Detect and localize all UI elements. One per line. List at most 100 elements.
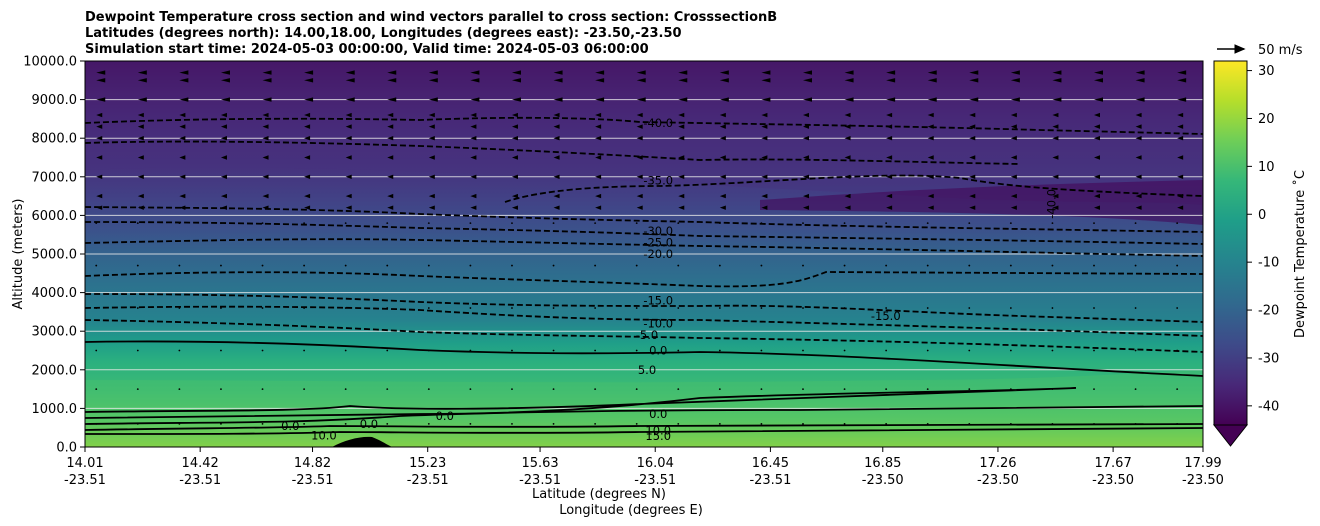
wind-vector <box>345 155 352 160</box>
wind-vector <box>344 388 347 390</box>
wind-vector <box>511 388 513 390</box>
wind-vector <box>636 78 646 83</box>
contour-label: 0.0 <box>649 407 667 421</box>
contour-label: -40.0 <box>1045 189 1059 219</box>
wind-vector <box>1177 97 1187 102</box>
wind-vector <box>926 222 929 225</box>
wind-vector <box>844 97 854 102</box>
wind-vector <box>96 97 106 102</box>
wind-vector <box>927 155 934 160</box>
wind-vector <box>553 136 560 141</box>
contour-label: -20.0 <box>643 247 673 261</box>
wind-vector <box>552 388 555 390</box>
wind-vector <box>427 388 430 390</box>
wind-vector <box>760 349 763 352</box>
wind-vector <box>220 349 222 352</box>
wind-vector <box>926 264 929 267</box>
contour-line-dashed <box>85 140 1021 165</box>
wind-vector <box>844 78 854 83</box>
wind-vector <box>678 78 688 83</box>
wind-vector <box>470 70 480 75</box>
contour-line-dashed <box>85 206 1203 233</box>
wind-vector <box>636 174 643 179</box>
contour-line-dashed <box>85 271 1203 288</box>
wind-vector <box>178 388 181 390</box>
x-tick-label-lat: 16.04 <box>637 456 674 471</box>
wind-vector <box>136 388 139 390</box>
x-tick-label-lat: 15.63 <box>521 456 558 471</box>
wind-vector <box>345 112 352 118</box>
wind-vector <box>304 97 314 102</box>
wind-vector <box>885 222 888 225</box>
wind-vector <box>886 112 893 118</box>
contour-label: 0.0 <box>436 409 454 423</box>
wind-vector <box>220 193 227 199</box>
colorbar-tick-label: -30 <box>1258 351 1279 366</box>
wind-vector <box>220 70 230 75</box>
wind-vector <box>761 193 768 199</box>
wind-vector <box>761 136 768 141</box>
wind-vector <box>1135 174 1142 179</box>
wind-vector <box>844 205 851 210</box>
wind-vector <box>677 264 680 267</box>
x-tick-label-lon: -23.50 <box>1092 473 1134 488</box>
wind-vector <box>96 155 103 160</box>
colorbar-body <box>1213 60 1248 426</box>
x-tick-label-lon: -23.51 <box>519 473 561 488</box>
wind-vector <box>678 205 685 210</box>
wind-vector <box>719 174 726 179</box>
x-tick-label-lat: 17.67 <box>1095 456 1132 471</box>
wind-vector <box>926 349 929 352</box>
wind-vector <box>220 97 230 102</box>
wind-vector <box>1051 264 1054 267</box>
wind-vector <box>969 193 976 199</box>
wind-vector <box>96 70 106 75</box>
wind-vector <box>427 422 430 425</box>
wind-vector <box>719 97 729 102</box>
wind-vector <box>552 307 555 309</box>
wind-vector <box>595 70 605 75</box>
wind-vector <box>387 193 394 199</box>
y-tick-label: 0.0 <box>56 441 77 456</box>
wind-vector <box>137 174 144 179</box>
wind-vector <box>969 78 979 83</box>
wind-vector <box>179 193 186 199</box>
wind-vector <box>636 193 643 199</box>
wind-vector <box>1176 307 1179 309</box>
terrain <box>332 436 392 447</box>
wind-vector <box>719 78 729 83</box>
wind-vector <box>345 193 352 199</box>
wind-vector <box>178 264 181 267</box>
plot-area <box>85 61 1203 447</box>
wind-vector <box>470 193 477 199</box>
contour-line-solid <box>85 423 1203 431</box>
y-tick-label: 10000.0 <box>23 55 77 70</box>
wind-vector <box>387 174 394 179</box>
wind-vector <box>678 112 685 118</box>
wind-vector <box>718 307 721 309</box>
wind-vector <box>511 264 513 267</box>
wind-vector <box>678 136 685 141</box>
contour-lines <box>85 116 1203 435</box>
wind-vector <box>469 222 472 225</box>
wind-vector <box>802 155 809 160</box>
field-band-dry-upper <box>85 61 1203 205</box>
wind-vector <box>594 222 597 225</box>
wind-vector <box>1094 136 1101 141</box>
wind-vector <box>179 124 186 129</box>
contour-line-dashed <box>85 305 1203 337</box>
wind-vector <box>927 78 937 83</box>
wind-vector <box>96 193 103 199</box>
wind-vector <box>304 78 314 83</box>
colorbar-tick-label: -20 <box>1258 304 1279 319</box>
wind-vector <box>344 422 347 425</box>
wind-vector <box>428 205 435 210</box>
x-tick-label-lat: 16.85 <box>864 456 901 471</box>
wind-vector <box>95 349 98 352</box>
wind-vector <box>968 388 971 390</box>
wind-vector <box>96 174 103 179</box>
contour-label: 10.0 <box>311 428 337 442</box>
wind-vector <box>303 264 306 267</box>
wind-vector <box>345 97 355 102</box>
wind-vector <box>1052 97 1062 102</box>
